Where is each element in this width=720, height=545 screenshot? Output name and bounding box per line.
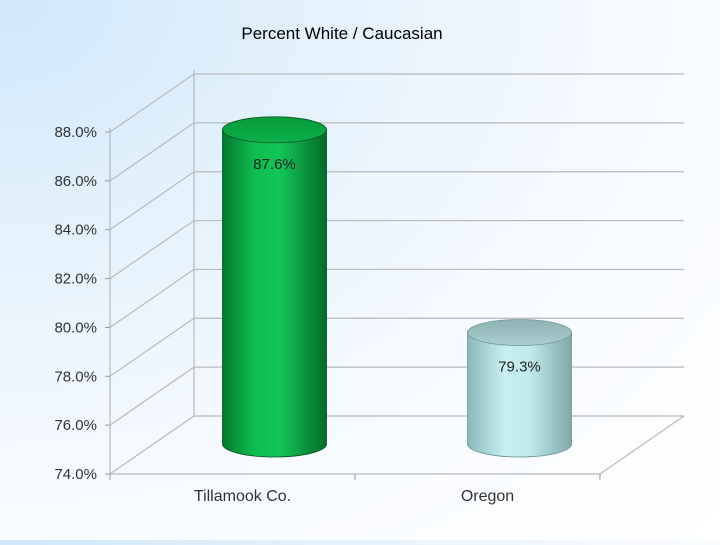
side-gridline — [109, 122, 195, 182]
gridlines — [109, 73, 684, 475]
side-gridline — [109, 366, 195, 426]
bar-top — [467, 319, 572, 346]
axes — [105, 70, 685, 480]
y-tick-label: 82.0% — [54, 271, 97, 288]
side-gridline — [109, 317, 195, 377]
data-label: 87.6% — [253, 156, 296, 173]
bar-body — [222, 129, 327, 458]
y-tick-label: 88.0% — [54, 124, 97, 141]
bar-oregon — [467, 319, 572, 458]
y-tick-label: 80.0% — [54, 319, 97, 336]
y-tick-label: 86.0% — [54, 173, 97, 190]
y-tick-label: 74.0% — [54, 466, 97, 483]
bar-body — [467, 332, 572, 458]
chart-title: Percent White / Caucasian — [241, 24, 443, 43]
floor-right-edge — [599, 415, 685, 475]
side-gridline — [109, 268, 195, 328]
data-label: 79.3% — [498, 359, 541, 376]
y-tick-label: 84.0% — [54, 222, 97, 239]
labels: 74.0% 76.0% 78.0% 80.0% 82.0% 84.0% 86.0% 88.0%… — [54, 124, 540, 505]
bars — [222, 116, 572, 458]
bar-top — [222, 116, 327, 144]
side-gridline — [109, 73, 195, 133]
x-category-label: Oregon — [461, 488, 514, 505]
side-gridline — [109, 415, 195, 475]
y-tick-label: 78.0% — [54, 368, 97, 385]
y-tick-label: 76.0% — [54, 417, 97, 434]
bar-tillamook — [222, 116, 327, 458]
x-category-label: Tillamook Co. — [194, 488, 291, 505]
side-gridline — [109, 171, 195, 231]
side-gridline — [109, 220, 195, 280]
